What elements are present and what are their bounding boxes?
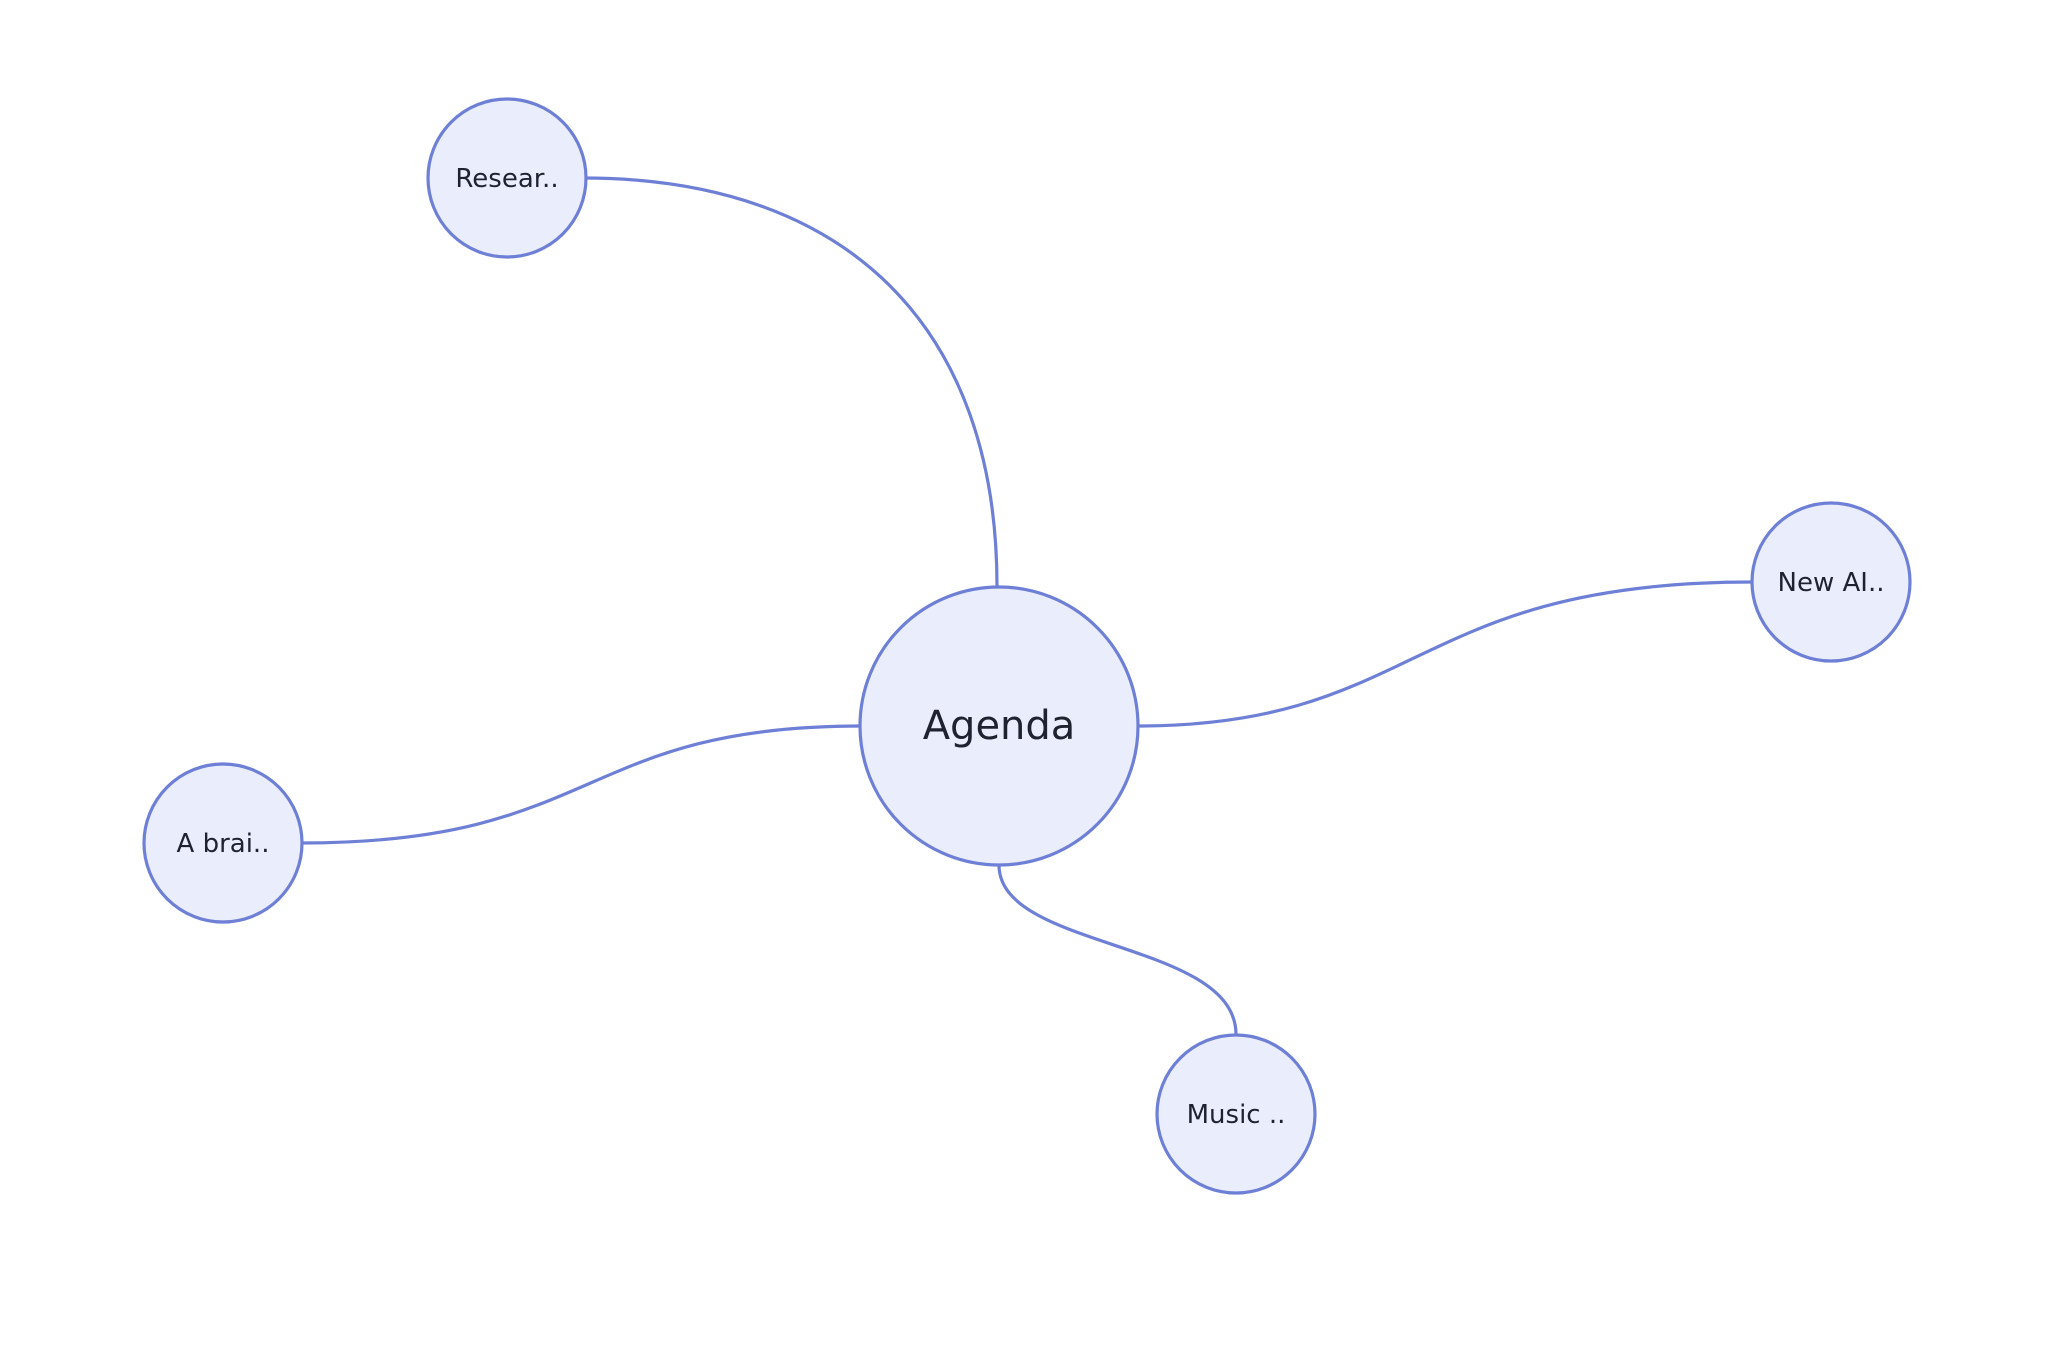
node-abrain[interactable]: A brai.. bbox=[142, 762, 304, 924]
edge-agenda-research bbox=[582, 176, 999, 587]
node-agenda[interactable]: Agenda bbox=[858, 585, 1140, 867]
node-newai-circle bbox=[1750, 501, 1912, 663]
node-music[interactable]: Music .. bbox=[1155, 1033, 1317, 1195]
node-newai-label: New AI.. bbox=[1778, 568, 1885, 598]
edge-agenda-music bbox=[997, 864, 1238, 1035]
node-abrain-circle bbox=[142, 762, 304, 924]
node-research-label: Resear.. bbox=[455, 164, 558, 194]
edge-agenda-newai bbox=[1136, 580, 1753, 728]
node-abrain-label: A brai.. bbox=[177, 829, 270, 859]
node-music-label: Music .. bbox=[1187, 1100, 1286, 1130]
edge-agenda-abrain bbox=[301, 724, 862, 845]
node-agenda-circle bbox=[858, 585, 1140, 867]
node-research[interactable]: Resear.. bbox=[426, 97, 588, 259]
node-agenda-label: Agenda bbox=[923, 703, 1076, 749]
node-research-circle bbox=[426, 97, 588, 259]
node-newai[interactable]: New AI.. bbox=[1750, 501, 1912, 663]
node-music-circle bbox=[1155, 1033, 1317, 1195]
